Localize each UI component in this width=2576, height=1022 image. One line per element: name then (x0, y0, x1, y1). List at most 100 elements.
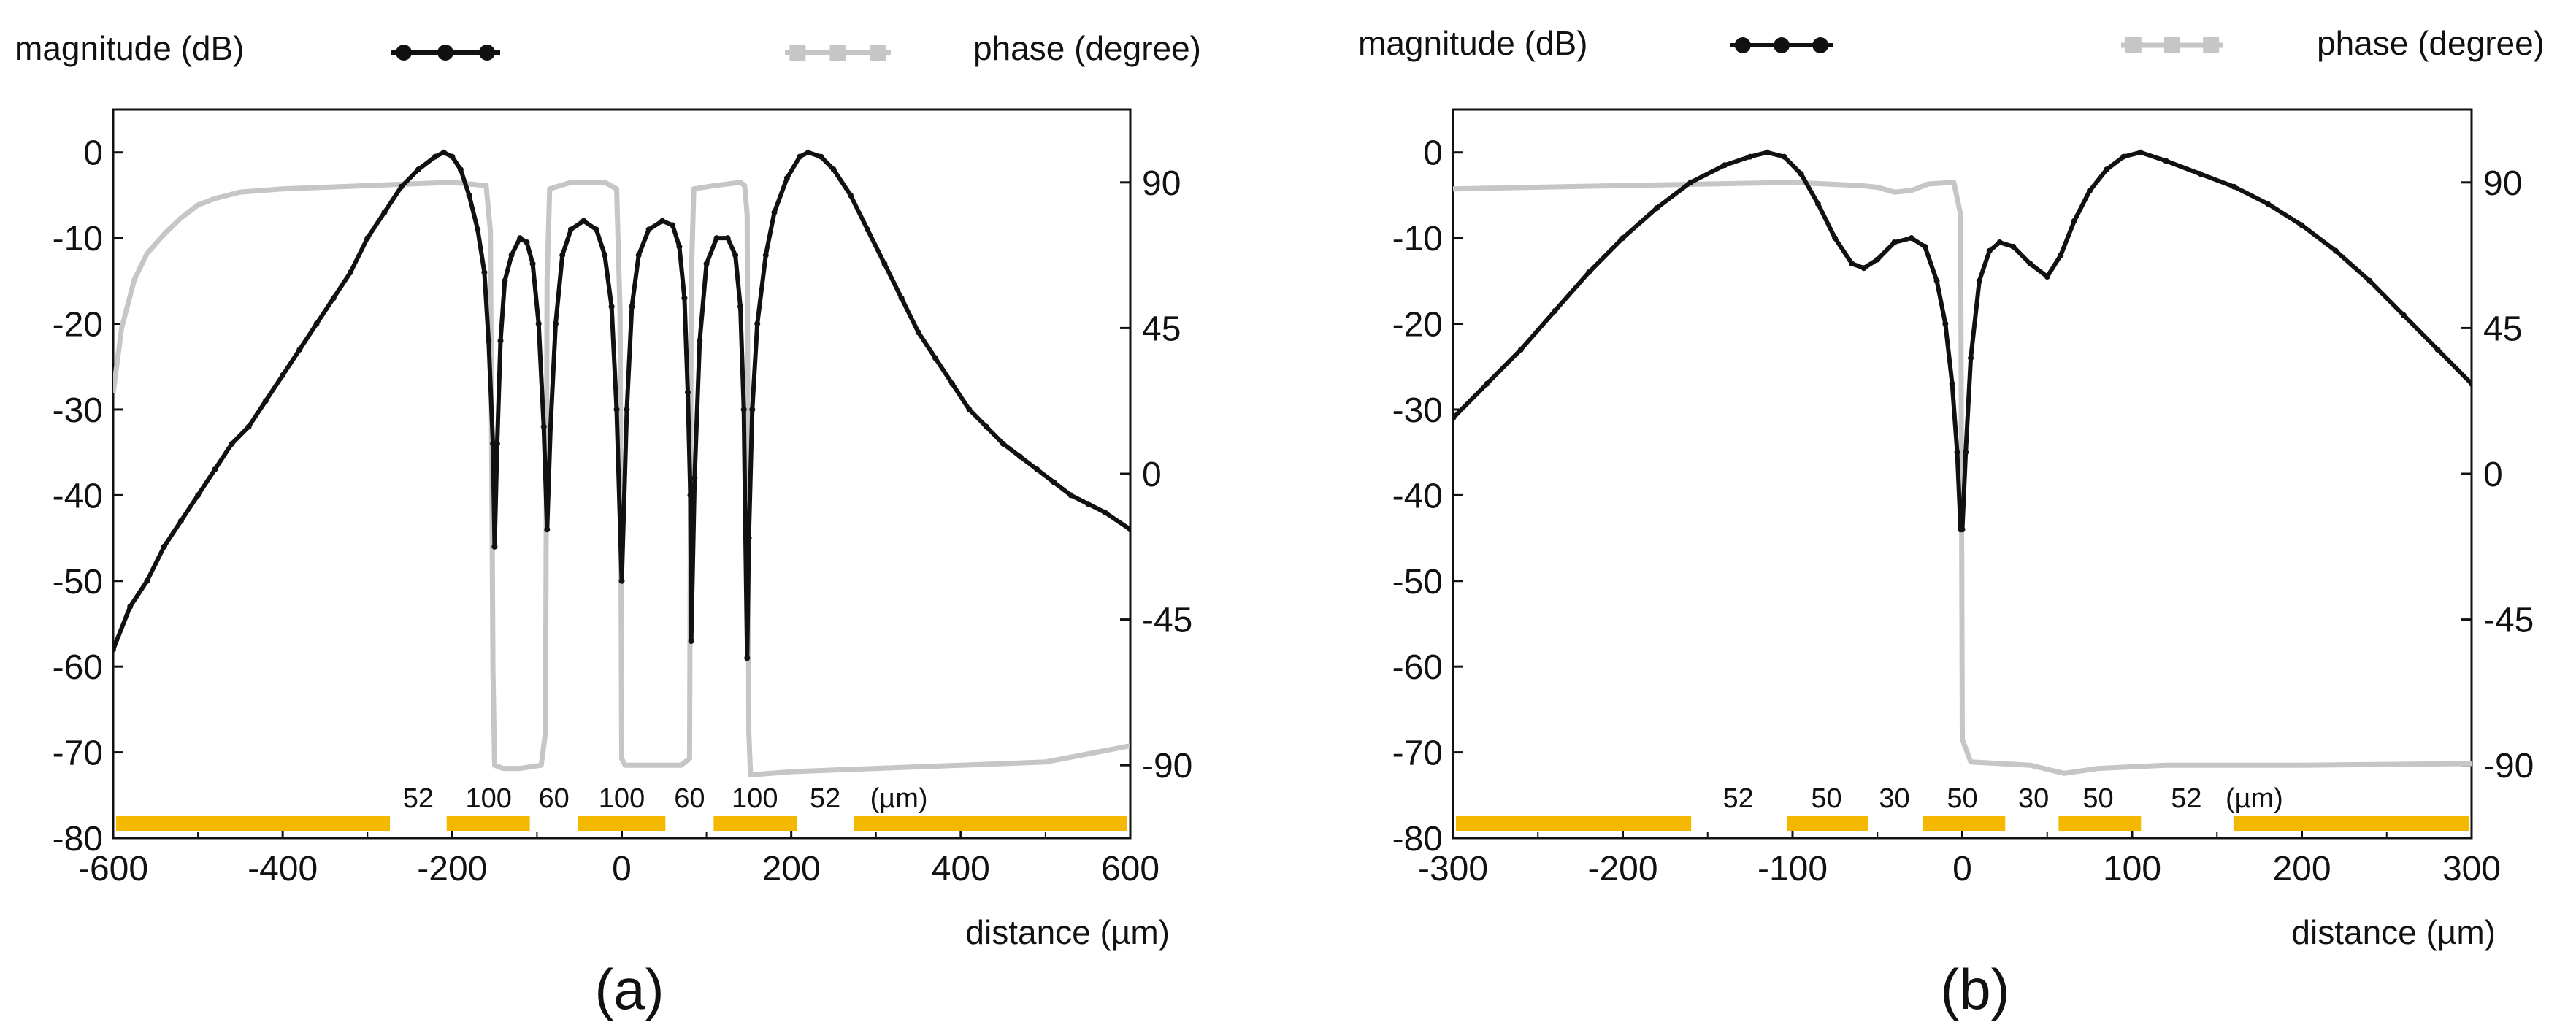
y-right-tick-label: -45 (2483, 602, 2534, 640)
phase-series-line (1453, 180, 2472, 776)
segment-width-label: 50 (2082, 783, 2113, 814)
magnitude-point (659, 218, 666, 224)
electrode-segment-bar (446, 816, 530, 831)
magnitude-point (1922, 243, 1928, 250)
magnitude-point (670, 222, 676, 228)
magnitude-point (949, 380, 956, 387)
magnitude-point (744, 655, 751, 661)
magnitude-point (624, 406, 630, 412)
magnitude-point (703, 261, 710, 267)
magnitude-point (749, 406, 756, 412)
legend-magnitude-marker (1730, 37, 1833, 53)
magnitude-point (966, 406, 973, 412)
magnitude-point (2163, 158, 2169, 164)
magnitude-point (348, 269, 353, 276)
magnitude-point (127, 604, 134, 610)
magnitude-point (1619, 235, 1626, 242)
magnitude-point (1996, 239, 2003, 245)
magnitude-point (685, 389, 691, 396)
magnitude-point (740, 406, 747, 412)
y-left-tick-label: -30 (53, 391, 103, 430)
magnitude-point (2197, 171, 2203, 177)
magnitude-point (262, 398, 269, 404)
electrode-segment-bar (578, 816, 666, 831)
magnitude-point (797, 153, 803, 160)
magnitude-point (1127, 526, 1130, 533)
magnitude-point (1908, 235, 1914, 242)
magnitude-point (745, 535, 752, 542)
magnitude-point (737, 304, 743, 310)
x-tick-label: 0 (612, 850, 632, 888)
magnitude-point (915, 329, 921, 336)
magnitude-point (1453, 415, 1456, 421)
y-left-tick-label: -20 (53, 306, 103, 345)
x-tick-label: 200 (2272, 850, 2331, 888)
legend-phase-square (829, 45, 846, 61)
legend-phase-square (870, 45, 886, 61)
x-tick-label: -200 (417, 850, 487, 888)
magnitude-point (932, 355, 938, 361)
y-left-tick-label: -50 (53, 563, 103, 602)
magnitude-point (629, 304, 635, 310)
magnitude-point (559, 252, 566, 258)
magnitude-point (865, 226, 871, 233)
x-tick-label: 400 (932, 850, 990, 888)
magnitude-point (212, 466, 218, 473)
x-tick-label: -400 (248, 850, 318, 888)
legend-magnitude-label: magnitude (dB) (15, 29, 245, 67)
magnitude-point (508, 252, 515, 258)
y-right-tick-label: -90 (2483, 747, 2534, 785)
magnitude-point (1832, 235, 1839, 242)
plot-area: -300 -200 -100 0 100 200 3000-10-20-30-40-50-6… (1392, 108, 2534, 888)
magnitude-point (1034, 466, 1040, 473)
segment-width-label: 100 (732, 783, 778, 814)
legend-phase-square (789, 45, 806, 61)
segment-width-label: 52 (810, 783, 840, 814)
magnitude-point (1764, 149, 1771, 155)
segment-width-label: 52 (403, 783, 434, 814)
magnitude-point (2027, 261, 2033, 267)
magnitude-point (381, 209, 388, 215)
magnitude-point (1986, 247, 1993, 254)
segment-width-label: 50 (1811, 783, 1841, 814)
electrode-segment-bar (853, 816, 1127, 831)
magnitude-point (2401, 312, 2407, 318)
panel-label: (b) (1940, 957, 2009, 1021)
y-left-tick-label: -10 (1392, 220, 1443, 258)
electrode-segment-bar (1456, 816, 1692, 831)
y-right-tick-label: 0 (2483, 456, 2503, 494)
y-right-tick-label: 45 (1142, 310, 1181, 348)
electrode-segment-bar (1923, 816, 2006, 831)
chart-panel-b: magnitude (dB) phase (degree) -300 -200 -1… (1358, 24, 2545, 1021)
magnitude-point (1976, 277, 1982, 284)
magnitude-point (398, 183, 405, 190)
magnitude-point (1586, 269, 1592, 276)
magnitude-point (466, 192, 472, 199)
electrode-segment-bar (713, 816, 797, 831)
magnitude-point (1849, 261, 1855, 267)
magnitude-point (1484, 380, 1490, 387)
y-left-tick-label: -70 (53, 734, 103, 773)
magnitude-point (177, 518, 184, 524)
panel-label: (a) (594, 957, 664, 1021)
magnitude-point (415, 166, 421, 173)
legend-magnitude-dot (1774, 37, 1790, 53)
y-left-tick-label: -80 (1392, 820, 1443, 858)
legend-magnitude-dot (479, 45, 495, 61)
y-left-tick-label: -80 (53, 820, 103, 858)
magnitude-point (1085, 501, 1091, 507)
magnitude-point (1000, 440, 1006, 447)
magnitude-point (762, 252, 769, 258)
magnitude-point (540, 423, 547, 430)
magnitude-point (2071, 218, 2077, 224)
magnitude-point (497, 338, 504, 344)
legend-magnitude-marker (391, 45, 500, 61)
x-tick-label: -300 (1418, 850, 1488, 888)
legend-phase-square (2203, 37, 2220, 53)
phase-series-line (113, 180, 1130, 777)
magnitude-point (1781, 153, 1787, 160)
legend-magnitude-dot (437, 45, 453, 61)
magnitude-point (486, 338, 492, 344)
magnitude-point (783, 174, 790, 181)
